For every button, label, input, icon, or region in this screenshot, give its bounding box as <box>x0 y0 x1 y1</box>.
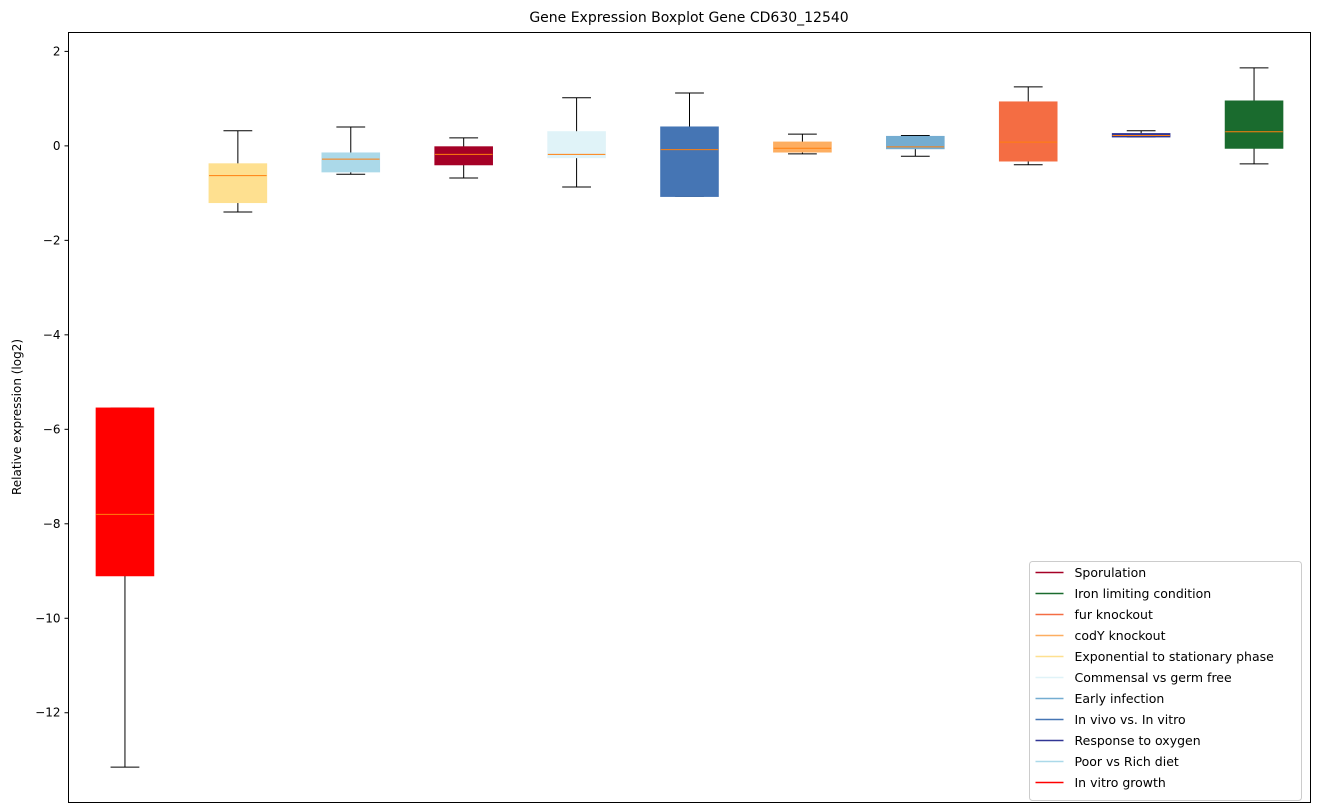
legend-frame <box>1029 561 1302 801</box>
box-5 <box>547 97 606 188</box>
legend-item: Sporulation <box>1035 565 1147 580</box>
y-axis: 2 0 −2 −4 −6 −8 −10 −12 <box>35 44 69 720</box>
box-group <box>95 67 1284 768</box>
legend-item: Poor vs Rich diet <box>1035 754 1179 769</box>
box-4 <box>434 137 493 179</box>
box-9 <box>998 86 1058 166</box>
box-body <box>1224 100 1284 149</box>
chart-title: Gene Expression Boxplot Gene CD630_12540 <box>529 10 848 26</box>
box-body <box>547 131 606 159</box>
y-tick-label: −8 <box>43 517 61 531</box>
box-body <box>321 152 381 173</box>
y-tick-label: −10 <box>35 611 60 625</box>
legend-item: Iron limiting condition <box>1035 586 1212 601</box>
box-8 <box>886 134 945 157</box>
box-body <box>434 146 493 166</box>
y-tick-label: −12 <box>35 706 60 720</box>
legend-item: Exponential to stationary phase <box>1035 649 1275 664</box>
legend-item: In vivo vs. In vitro <box>1035 712 1186 727</box>
box-10 <box>1111 130 1171 138</box>
y-axis-label: Relative expression (log2) <box>10 339 24 495</box>
y-tick-label: 0 <box>53 139 61 153</box>
box-11 <box>1224 67 1284 165</box>
legend-label: Response to oxygen <box>1075 733 1201 748</box>
plot-frame <box>68 32 1311 803</box>
box-body <box>998 101 1058 162</box>
legend-item: Early infection <box>1035 691 1165 706</box>
legend-item: Response to oxygen <box>1035 733 1201 748</box>
box-body <box>95 407 155 577</box>
box-body <box>773 141 832 153</box>
legend: Sporulation Iron limiting condition fur kn… <box>1029 561 1302 801</box>
legend-label: Early infection <box>1075 691 1165 706</box>
y-tick-label: −2 <box>43 233 61 247</box>
legend-label: fur knockout <box>1075 607 1153 622</box>
legend-item: In vitro growth <box>1035 775 1166 790</box>
legend-label: In vivo vs. In vitro <box>1075 712 1186 727</box>
legend-label: Exponential to stationary phase <box>1075 649 1275 664</box>
y-tick-label: −6 <box>43 422 61 436</box>
box-body <box>208 163 268 204</box>
legend-label: Poor vs Rich diet <box>1075 754 1179 769</box>
legend-label: Commensal vs germ free <box>1075 670 1232 685</box>
box-2 <box>208 130 268 213</box>
box-body <box>660 126 719 197</box>
y-tick-label: −4 <box>43 328 61 342</box>
legend-item: codY knockout <box>1035 628 1166 643</box>
legend-label: In vitro growth <box>1075 775 1166 790</box>
legend-label: Sporulation <box>1075 565 1147 580</box>
y-tick-label: 2 <box>53 44 61 58</box>
box-7 <box>773 133 832 155</box>
box-6 <box>660 92 719 197</box>
legend-label: Iron limiting condition <box>1075 586 1212 601</box>
legend-label: codY knockout <box>1075 628 1166 643</box>
box-body <box>886 135 945 150</box>
box-1 <box>95 407 155 768</box>
legend-item: fur knockout <box>1035 607 1153 622</box>
legend-item: Commensal vs germ free <box>1035 670 1232 685</box>
box-3 <box>321 126 381 175</box>
